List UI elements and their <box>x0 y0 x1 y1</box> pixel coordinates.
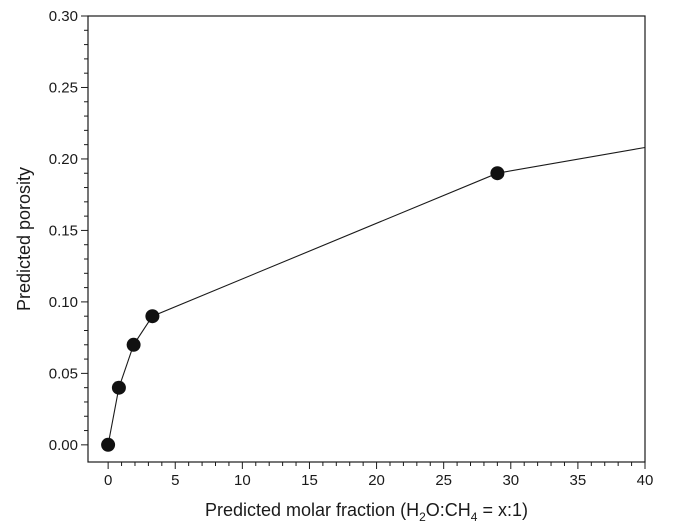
x-axis-title-segment: Predicted molar fraction (H <box>205 500 419 520</box>
y-axis-title: Predicted porosity <box>14 167 34 311</box>
plot-layer <box>101 146 646 452</box>
x-axis-title: Predicted molar fraction (H2O:CH4 = x:1) <box>205 500 528 524</box>
plot-frame <box>87 15 646 463</box>
y-tick-label: 0.25 <box>49 79 78 96</box>
y-tick-label: 0.05 <box>49 365 78 382</box>
x-tick-label: 10 <box>234 472 251 489</box>
y-tick-label: 0.10 <box>49 294 78 311</box>
x-tick-label: 0 <box>104 472 112 489</box>
x-axis-title-segment: O:CH <box>426 500 471 520</box>
x-axis-title-segment: = x:1) <box>477 500 528 520</box>
x-tick-label: 30 <box>502 472 519 489</box>
y-tick-label: 0.30 <box>49 8 78 25</box>
x-tick-label: 40 <box>637 472 654 489</box>
data-point-1 <box>101 437 116 452</box>
ticks-layer: 0 5 10 15 20 25 30 35 40 0.00 0.05 0.10 0.15 0.20 0.25… <box>49 8 654 489</box>
x-tick-label: 20 <box>368 472 385 489</box>
data-point-2 <box>111 380 126 395</box>
data-point-5 <box>490 166 505 181</box>
x-axis-title-subscript: 4 <box>471 510 478 524</box>
x-tick-label: 5 <box>171 472 179 489</box>
y-tick-label: 0.20 <box>49 151 78 168</box>
x-tick-label: 35 <box>570 472 587 489</box>
data-point-3 <box>126 337 141 352</box>
y-tick-label: 0.15 <box>49 222 78 239</box>
y-tick-label: 0.00 <box>49 437 78 454</box>
x-tick-label: 25 <box>435 472 452 489</box>
x-axis-title-subscript: 2 <box>419 510 426 524</box>
x-tick-label: 15 <box>301 472 318 489</box>
data-point-4 <box>145 309 160 324</box>
series-line <box>107 146 646 445</box>
